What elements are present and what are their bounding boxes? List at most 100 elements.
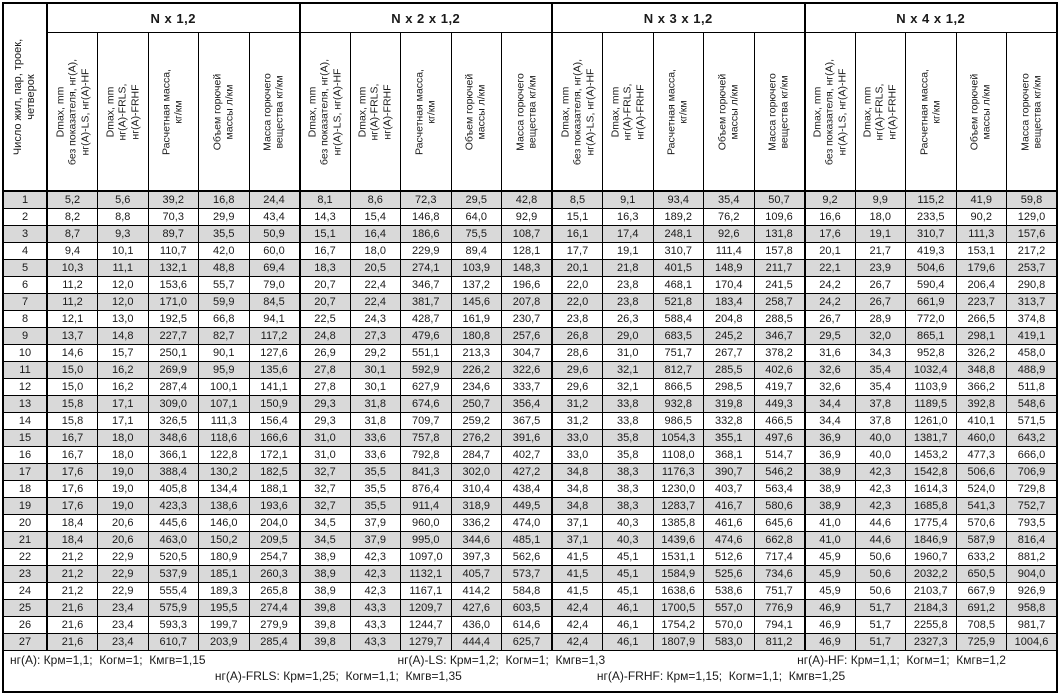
table-cell: 521,8 (652, 293, 704, 311)
col-header-label: Dmax, mm нг(А)-FRLS, нг(А)-FRHF (356, 83, 394, 140)
table-cell: 29,6 (551, 361, 603, 379)
table-cell: 792,8 (400, 446, 452, 464)
table-cell: 72,3 (400, 190, 452, 209)
table-cell: 26,7 (854, 293, 906, 311)
table-cell: 391,6 (501, 429, 553, 447)
table-cell: 8,8 (97, 208, 149, 226)
table-cell: 59,8 (1006, 190, 1058, 209)
table-cell: 419,1 (1006, 327, 1058, 345)
table-cell: 378,2 (753, 344, 805, 362)
table-cell: 213,3 (450, 344, 502, 362)
table-cell: 188,1 (248, 480, 300, 498)
table-cell: 794,1 (753, 616, 805, 634)
table-cell: 23,4 (97, 633, 149, 651)
col-header-n-x-3-1-2-burn-mass: Масса горючего вещества кг/км (753, 32, 805, 192)
col-header-n-x-4-1-2-dmax-frls-frhf: Dmax, mm нг(А)-FRLS, нг(А)-FRHF (854, 32, 906, 192)
table-cell: 729,8 (1006, 480, 1058, 498)
table-cell: 477,3 (955, 446, 1007, 464)
table-cell: 157,8 (753, 242, 805, 260)
table-cell: 1097,0 (400, 548, 452, 566)
table-cell: 109,6 (753, 208, 805, 226)
table-cell: 82,7 (198, 327, 250, 345)
table-cell: 661,9 (905, 293, 957, 311)
table-cell: 1775,4 (905, 514, 957, 532)
table-cell: 199,7 (198, 616, 250, 634)
table-cell: 89,7 (147, 225, 199, 243)
table-cell: 279,9 (248, 616, 300, 634)
table-row: 4 9,4 10,1 110,7 42,0 60,0 16,7 18,0 229,9 89,4 12… (2, 242, 1058, 260)
table-cell: 8,7 (46, 225, 98, 243)
table-cell: 39,8 (298, 616, 351, 634)
table-cell: 590,4 (905, 276, 957, 294)
table-cell: 42,3 (854, 480, 906, 498)
table-cell: 40,0 (854, 446, 906, 464)
column-header-row: Dmax, mm без показателя, нг(А), нг(А)-LS… (3, 32, 1058, 192)
table-cell: 816,4 (1006, 531, 1058, 549)
table-cell: 21,7 (854, 242, 906, 260)
table-cell: 5,2 (46, 190, 98, 209)
footnote-ng-a-frls: нг(А)-FRLS: Крм=1,25; Когм=1,1; Кмгв=1,3… (214, 669, 462, 683)
table-cell: 958,8 (1006, 599, 1058, 617)
table-cell: 752,7 (1006, 497, 1058, 515)
row-number: 24 (2, 582, 48, 600)
table-cell: 9,3 (97, 225, 149, 243)
col-header-label: Dmax, mm нг(А)-FRLS, нг(А)-FRHF (609, 83, 646, 140)
table-cell: 706,9 (1006, 463, 1058, 481)
table-cell: 27,3 (349, 327, 401, 345)
table-cell: 19,1 (602, 242, 654, 260)
table-cell: 405,8 (147, 480, 199, 498)
table-cell: 127,6 (248, 344, 300, 362)
table-cell: 15,0 (46, 378, 98, 396)
table-cell: 16,7 (298, 242, 351, 260)
table-cell: 18,3 (298, 259, 351, 277)
table-cell: 2255,8 (905, 616, 957, 634)
table-cell: 633,2 (955, 548, 1007, 566)
col-header-n-x-4-1-2-burn-volume: Объем горючей массы л/км (955, 32, 1007, 192)
table-cell: 51,7 (854, 599, 906, 617)
table-cell: 9,4 (46, 242, 98, 260)
table-cell: 304,7 (501, 344, 553, 362)
table-cell: 427,2 (501, 463, 553, 481)
table-cell: 776,9 (753, 599, 805, 617)
col-header-n-x-1-2-burn-volume: Объем горючей массы л/км (198, 32, 250, 192)
row-number: 9 (2, 327, 48, 345)
table-cell: 258,7 (753, 293, 805, 311)
table-cell: 193,6 (248, 497, 300, 515)
col-header-label: Dmax, mm без показателя, нг(А), нг(А)-LS… (811, 58, 849, 165)
table-cell: 39,2 (147, 190, 199, 209)
table-cell: 50,6 (854, 582, 906, 600)
table-cell: 13,7 (46, 327, 98, 345)
table-cell: 8,6 (349, 190, 401, 209)
row-number: 19 (2, 497, 48, 515)
table-cell: 29,3 (298, 412, 351, 430)
table-cell: 414,2 (450, 582, 502, 600)
table-row: 24 21,2 22,9 555,4 189,3 265,8 38,9 42,3 1167,1 4… (2, 582, 1058, 600)
row-number: 16 (2, 446, 48, 464)
table-cell: 100,1 (198, 378, 250, 396)
table-cell: 180,9 (198, 548, 250, 566)
table-cell: 41,5 (551, 565, 603, 583)
table-cell: 318,9 (450, 497, 502, 515)
table-cell: 38,9 (803, 480, 856, 498)
table-cell: 445,6 (147, 514, 199, 532)
table-cell: 16,1 (551, 225, 603, 243)
table-cell: 42,3 (349, 565, 401, 583)
table-cell: 537,9 (147, 565, 199, 583)
table-cell: 42,3 (854, 463, 906, 481)
table-cell: 22,9 (97, 582, 149, 600)
table-cell: 38,3 (602, 497, 654, 515)
table-cell: 274,1 (400, 259, 452, 277)
table-cell: 1108,0 (652, 446, 704, 464)
table-cell: 179,6 (955, 259, 1007, 277)
table-cell: 587,9 (955, 531, 1007, 549)
row-number: 2 (2, 208, 48, 226)
table-cell: 1960,7 (905, 548, 957, 566)
table-row: 27 21,6 23,4 610,7 203,9 285,4 39,8 43,3 1279,7 4… (2, 633, 1058, 651)
table-cell: 1054,3 (652, 429, 704, 447)
table-cell: 525,6 (703, 565, 755, 583)
table-cell: 34,8 (551, 463, 603, 481)
table-row: 23 21,2 22,9 537,9 185,1 260,3 38,9 42,3 1132,1 4… (2, 565, 1058, 583)
table-cell: 20,7 (298, 293, 351, 311)
table-cell: 172,1 (248, 446, 300, 464)
table-cell: 29,9 (198, 208, 250, 226)
